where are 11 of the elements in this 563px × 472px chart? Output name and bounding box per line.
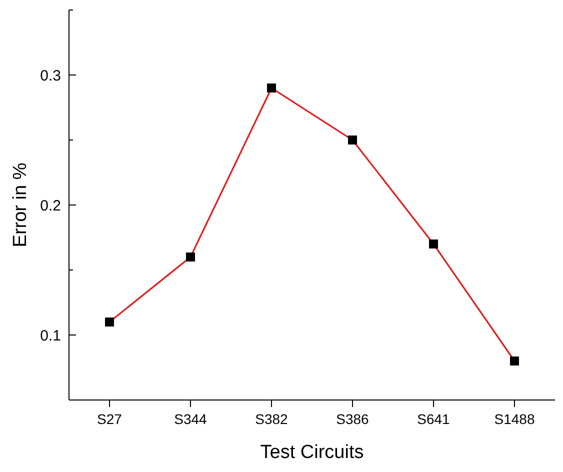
x-tick-label: S382 [255, 411, 288, 427]
y-tick-label: 0.2 [40, 197, 61, 214]
y-axis-title: Error in % [10, 162, 31, 248]
x-tick-label: S27 [97, 411, 122, 427]
y-tick-label: 0.3 [40, 67, 61, 84]
x-tick-label: S386 [336, 411, 370, 427]
x-tick-label: S641 [417, 411, 450, 427]
x-tick-label: S344 [174, 411, 208, 427]
x-tick-label: S1488 [494, 411, 535, 427]
y-tick-label: 0.1 [40, 327, 61, 344]
x-axis-title: Test Circuits [260, 442, 364, 463]
